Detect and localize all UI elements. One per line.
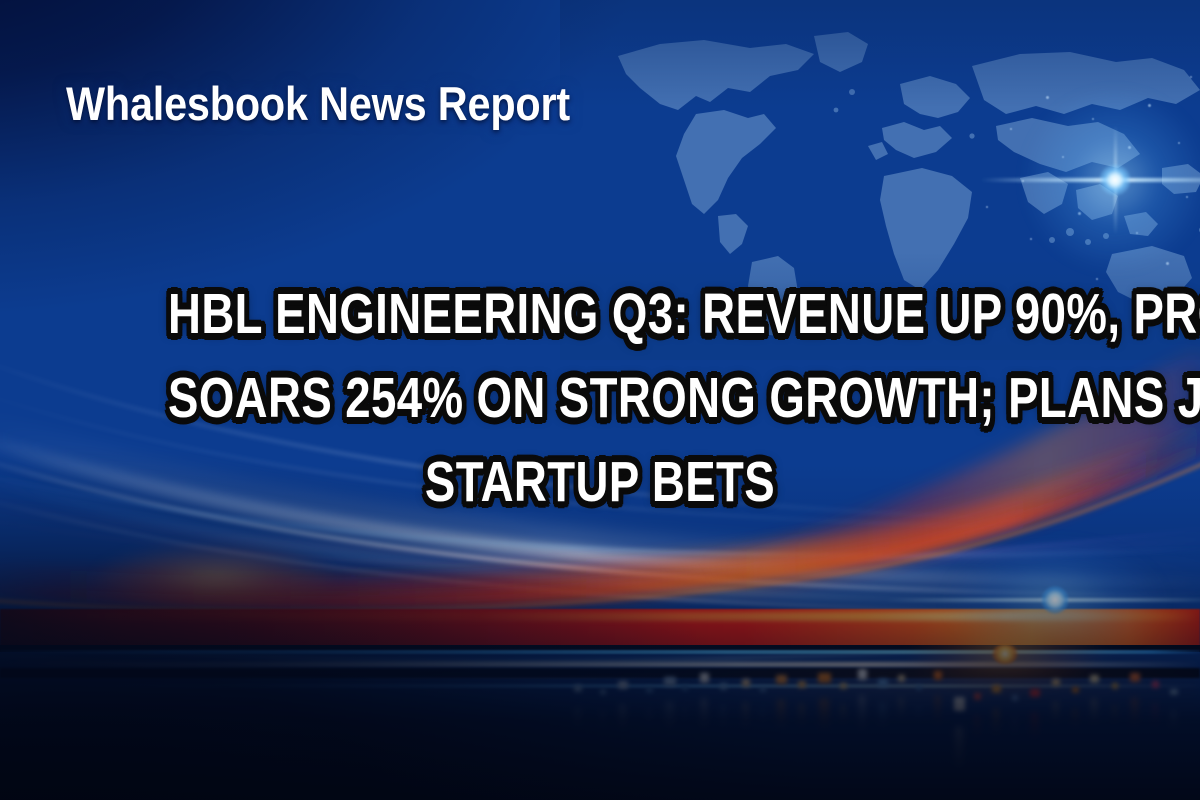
bokeh-light: [898, 675, 905, 682]
bokeh-light: [1130, 673, 1140, 682]
bokeh-reflection: [701, 699, 707, 731]
bokeh-light: [1170, 689, 1178, 695]
bokeh-reflection: [721, 706, 725, 729]
bokeh-reflection: [1131, 698, 1138, 727]
bokeh-light: [600, 689, 606, 695]
bokeh-light: [664, 677, 676, 686]
bokeh-reflection: [993, 709, 999, 735]
bokeh-reflection: [743, 703, 748, 729]
bokeh-light: [934, 671, 942, 680]
bokeh-light: [992, 685, 1001, 693]
bokeh-light: [1030, 689, 1040, 697]
bokeh-reflection: [935, 696, 940, 725]
bokeh-light: [818, 673, 831, 683]
bokeh-light: [1052, 679, 1060, 686]
bokeh-reflection: [917, 706, 920, 722]
bokeh-reflection: [799, 704, 804, 727]
bokeh-reflection: [819, 699, 829, 731]
bokeh-reflection: [575, 708, 580, 731]
bokeh-reflection: [1073, 709, 1077, 729]
bokeh-reflection: [1031, 713, 1038, 739]
bokeh-light: [682, 685, 688, 691]
bokeh-light: [1112, 683, 1118, 689]
bokeh-light: [974, 693, 981, 700]
city-bokeh-lights: [560, 655, 1200, 800]
bokeh-light: [574, 685, 582, 692]
bokeh-light: [798, 681, 806, 688]
bokeh-reflection: [859, 696, 865, 732]
headline-line-1: HBL ENGINEERING Q3: REVENUE UP 90%, PROF…: [168, 282, 1200, 346]
headline-line-3: STARTUP BETS: [424, 450, 776, 514]
bokeh-reflection: [1113, 705, 1116, 725]
bokeh-reflection: [777, 700, 785, 729]
bokeh-light: [742, 679, 750, 687]
bokeh-light: [878, 679, 888, 687]
bokeh-light: [954, 697, 965, 711]
bokeh-light: [1012, 695, 1018, 701]
bokeh-reflection: [1153, 704, 1157, 727]
bokeh-reflection: [647, 709, 651, 729]
bokeh-reflection: [683, 707, 686, 727]
bokeh-reflection: [955, 727, 963, 772]
brand-title: Whalesbook News Report: [66, 77, 571, 130]
bokeh-light: [776, 675, 787, 684]
bokeh-reflection: [975, 716, 979, 739]
bokeh-light: [1152, 681, 1159, 688]
bokeh-light: [720, 683, 727, 690]
bokeh-light: [618, 681, 628, 689]
bokeh-reflection: [1053, 702, 1058, 725]
bokeh-reflection: [761, 708, 764, 724]
headline-line-2: SOARS 254% ON STRONG GROWTH; PLANS JV,: [168, 366, 1200, 430]
bokeh-light: [916, 685, 922, 690]
bokeh-light: [858, 669, 867, 680]
bokeh-reflection: [665, 702, 674, 731]
bokeh-light: [646, 687, 653, 693]
bokeh-reflection: [1091, 699, 1097, 725]
bokeh-reflection: [899, 698, 903, 721]
bokeh-light: [840, 683, 847, 689]
bokeh-reflection: [1171, 711, 1176, 731]
bokeh-reflection: [601, 711, 604, 731]
bokeh-light: [760, 687, 766, 692]
bokeh-reflection: [1013, 717, 1016, 737]
bokeh-light: [1072, 687, 1079, 693]
bokeh-reflection: [619, 705, 626, 731]
bokeh-reflection: [841, 705, 845, 725]
bokeh-light: [1090, 675, 1099, 683]
bokeh-light: [700, 673, 709, 683]
headline: HBL ENGINEERING Q3: REVENUE UP 90%, PROF…: [60, 272, 1200, 524]
bokeh-reflection: [879, 703, 886, 729]
